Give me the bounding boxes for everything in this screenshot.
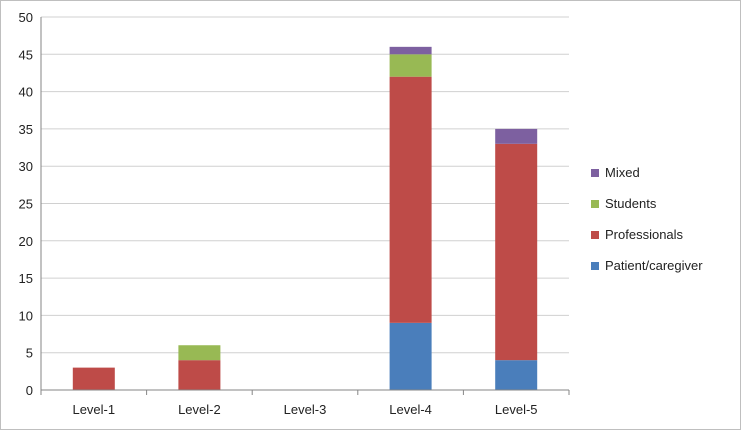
x-tick-label: Level-4 <box>389 402 432 417</box>
bar-segment-mixed <box>389 46 432 55</box>
bar-segment-patient-caregiver <box>495 360 538 390</box>
x-tick-label: Level-3 <box>284 402 327 417</box>
legend-item: Mixed <box>591 157 703 188</box>
y-tick-label: 25 <box>19 197 33 212</box>
y-tick-label: 35 <box>19 122 33 137</box>
y-tick-label: 30 <box>19 159 33 174</box>
y-tick-label: 45 <box>19 47 33 62</box>
y-tick-label: 20 <box>19 234 33 249</box>
legend-label: Professionals <box>605 227 684 242</box>
x-tick-label: Level-2 <box>178 402 221 417</box>
y-tick-label: 40 <box>19 85 33 100</box>
y-tick-label: 5 <box>26 346 33 361</box>
legend-label: Mixed <box>605 165 640 180</box>
legend-swatch <box>591 199 599 208</box>
y-tick-label: 0 <box>26 383 33 398</box>
bars <box>72 46 538 390</box>
bar-segment-mixed <box>495 128 538 144</box>
gridlines <box>41 16 569 354</box>
bar-segment-professionals <box>495 143 538 361</box>
legend-swatch <box>591 230 599 239</box>
legend-item: Professionals <box>591 219 703 250</box>
y-tick-label: 50 <box>19 10 33 25</box>
bar-segment-students <box>389 54 432 77</box>
legend-swatch <box>591 168 599 177</box>
bar-segment-professionals <box>72 367 115 390</box>
legend-label: Patient/caregiver <box>605 258 703 273</box>
y-tick-label: 15 <box>19 271 33 286</box>
x-tick-label: Level-1 <box>72 402 115 417</box>
legend-label: Students <box>605 196 657 211</box>
bar-segment-professionals <box>389 76 432 323</box>
bar-segment-students <box>178 345 221 361</box>
y-tick-label: 10 <box>19 308 33 323</box>
x-tick-label: Level-5 <box>495 402 538 417</box>
legend-swatch <box>591 261 599 270</box>
legend: Mixed Students Professionals Patient/caregi… <box>591 157 703 281</box>
y-tick-labels: 0 5 10 15 20 25 30 35 40 45 50 <box>19 10 33 398</box>
legend-item: Students <box>591 188 703 219</box>
bar-segment-professionals <box>178 360 221 390</box>
axes <box>40 17 570 395</box>
bar-segment-patient-caregiver <box>389 322 432 390</box>
legend-item: Patient/caregiver <box>591 250 703 281</box>
x-tick-labels: Level-1 Level-2 Level-3 Level-4 Level-5 <box>72 402 537 417</box>
